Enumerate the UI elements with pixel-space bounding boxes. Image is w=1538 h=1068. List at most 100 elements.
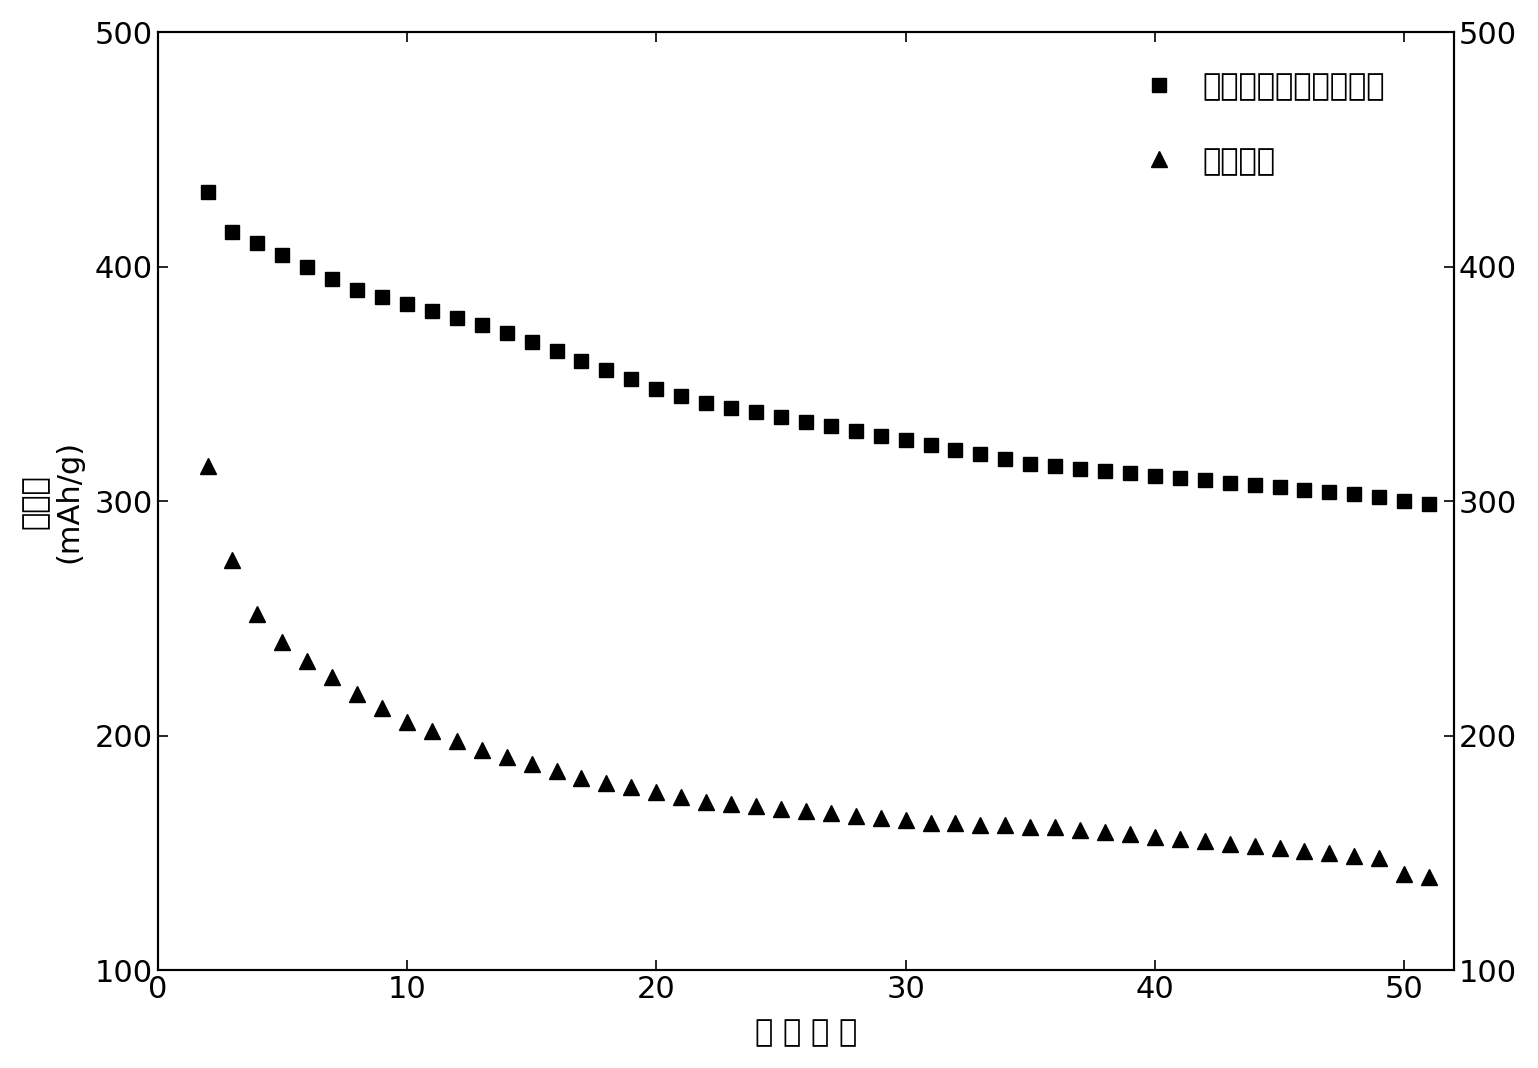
本发明方法改性处理后	[772, 410, 791, 423]
本发明方法改性处理后	[1346, 488, 1364, 501]
本发明方法改性处理后	[897, 434, 915, 446]
原始样品	[198, 460, 217, 473]
本发明方法改性处理后	[1095, 465, 1114, 477]
本发明方法改性处理后	[946, 443, 964, 456]
原始样品	[772, 802, 791, 815]
本发明方法改性处理后	[1046, 460, 1064, 473]
本发明方法改性处理后	[1420, 498, 1438, 511]
本发明方法改性处理后	[1170, 471, 1189, 484]
本发明方法改性处理后	[597, 363, 615, 376]
原始样品	[348, 688, 366, 701]
原始样品	[1146, 830, 1164, 843]
本发明方法改性处理后	[198, 186, 217, 199]
本发明方法改性处理后	[1195, 474, 1213, 487]
原始样品	[298, 655, 317, 668]
原始样品	[1270, 842, 1289, 854]
原始样品	[897, 814, 915, 827]
Y-axis label: 比容量
(mAh/g): 比容量 (mAh/g)	[22, 440, 83, 563]
原始样品	[274, 635, 292, 648]
原始样品	[448, 734, 466, 747]
原始样品	[797, 804, 815, 817]
原始样品	[248, 608, 266, 621]
本发明方法改性处理后	[1121, 467, 1140, 480]
原始样品	[1121, 828, 1140, 841]
原始样品	[747, 800, 766, 813]
本发明方法改性处理后	[274, 249, 292, 262]
原始样品	[1395, 868, 1413, 881]
原始样品	[946, 816, 964, 829]
本发明方法改性处理后	[846, 425, 864, 438]
Legend: 本发明方法改性处理后, 原始样品: 本发明方法改性处理后, 原始样品	[1126, 57, 1400, 191]
原始样品	[872, 812, 891, 824]
本发明方法改性处理后	[1246, 478, 1264, 491]
本发明方法改性处理后	[223, 225, 241, 238]
本发明方法改性处理后	[997, 453, 1015, 466]
本发明方法改性处理后	[647, 382, 666, 395]
本发明方法改性处理后	[372, 290, 391, 303]
原始样品	[621, 781, 640, 794]
原始样品	[1320, 847, 1338, 860]
本发明方法改性处理后	[323, 272, 341, 285]
本发明方法改性处理后	[572, 355, 591, 367]
本发明方法改性处理后	[348, 284, 366, 297]
Line: 原始样品: 原始样品	[200, 458, 1436, 884]
本发明方法改性处理后	[523, 335, 541, 348]
本发明方法改性处理后	[721, 402, 740, 414]
本发明方法改性处理后	[1320, 486, 1338, 499]
原始样品	[697, 796, 715, 808]
原始样品	[1195, 835, 1213, 848]
本发明方法改性处理后	[1395, 494, 1413, 507]
本发明方法改性处理后	[697, 396, 715, 409]
原始样品	[721, 798, 740, 811]
本发明方法改性处理后	[872, 429, 891, 442]
原始样品	[398, 716, 417, 728]
本发明方法改性处理后	[248, 237, 266, 250]
本发明方法改性处理后	[672, 390, 691, 403]
原始样品	[921, 816, 940, 829]
原始样品	[821, 807, 840, 820]
本发明方法改性处理后	[398, 298, 417, 311]
本发明方法改性处理后	[747, 406, 766, 419]
原始样品	[1021, 821, 1040, 834]
原始样品	[1246, 839, 1264, 852]
原始样品	[1346, 849, 1364, 862]
本发明方法改性处理后	[298, 261, 317, 273]
本发明方法改性处理后	[472, 319, 491, 332]
原始样品	[323, 671, 341, 684]
X-axis label: 循 环 次 数: 循 环 次 数	[755, 1018, 857, 1047]
原始样品	[1295, 845, 1313, 858]
本发明方法改性处理后	[448, 312, 466, 325]
本发明方法改性处理后	[1070, 462, 1089, 475]
原始样品	[1370, 851, 1389, 864]
本发明方法改性处理后	[970, 449, 989, 461]
Line: 本发明方法改性处理后: 本发明方法改性处理后	[200, 185, 1436, 511]
本发明方法改性处理后	[1270, 481, 1289, 493]
原始样品	[223, 553, 241, 566]
原始样品	[372, 702, 391, 714]
本发明方法改性处理后	[548, 345, 566, 358]
本发明方法改性处理后	[1146, 469, 1164, 482]
本发明方法改性处理后	[821, 420, 840, 433]
原始样品	[846, 810, 864, 822]
原始样品	[1221, 837, 1240, 850]
原始样品	[523, 757, 541, 770]
原始样品	[472, 743, 491, 756]
原始样品	[1170, 833, 1189, 846]
原始样品	[1095, 826, 1114, 838]
原始样品	[1420, 870, 1438, 883]
原始样品	[970, 818, 989, 831]
本发明方法改性处理后	[1021, 457, 1040, 470]
本发明方法改性处理后	[1295, 483, 1313, 496]
本发明方法改性处理后	[621, 373, 640, 386]
原始样品	[647, 786, 666, 799]
原始样品	[1046, 821, 1064, 834]
原始样品	[572, 772, 591, 785]
本发明方法改性处理后	[423, 305, 441, 318]
原始样品	[672, 790, 691, 803]
原始样品	[423, 725, 441, 738]
本发明方法改性处理后	[497, 326, 515, 339]
本发明方法改性处理后	[797, 415, 815, 428]
原始样品	[1070, 823, 1089, 836]
本发明方法改性处理后	[1370, 490, 1389, 503]
原始样品	[597, 776, 615, 789]
